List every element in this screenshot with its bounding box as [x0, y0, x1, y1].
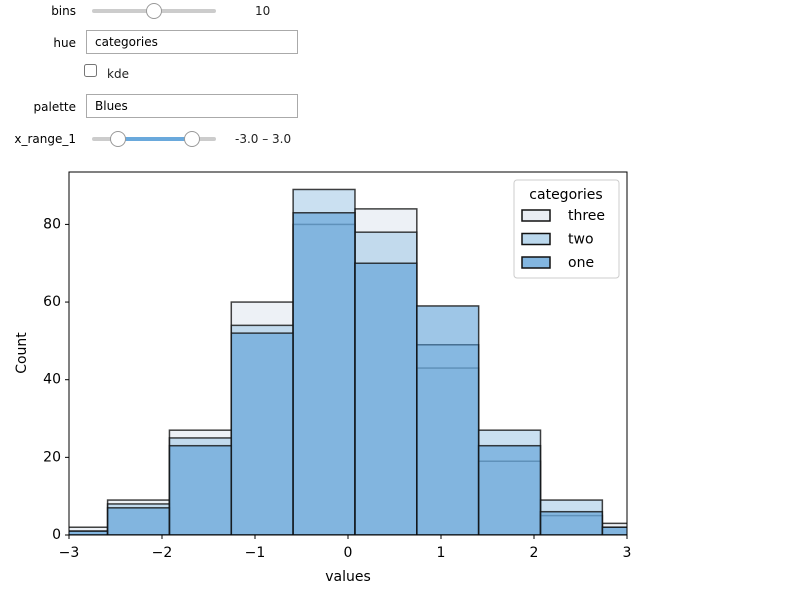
y-tick-label: 60 [43, 294, 61, 310]
x-tick-label: 1 [437, 545, 446, 561]
x-range-label: x_range_1 [14, 132, 76, 146]
bars [69, 188, 627, 535]
bar [416, 305, 480, 535]
legend-label: three [568, 208, 605, 224]
bins-label: bins [51, 4, 76, 18]
legend-swatch [521, 232, 551, 246]
x-tick-label: −1 [245, 545, 266, 561]
legend-swatch [521, 209, 551, 222]
palette-label: palette [33, 100, 76, 114]
x-range-value: -3.0 – 3.0 [235, 132, 292, 146]
y-tick-label: 20 [43, 449, 61, 465]
hue-input[interactable]: categories [86, 30, 298, 54]
x-range-handle-low[interactable] [110, 131, 126, 147]
x-tick-label: 2 [530, 545, 539, 561]
bar [292, 212, 356, 535]
legend-title: categories [529, 187, 602, 203]
x-tick-label: −3 [59, 545, 80, 561]
x-tick-label: 0 [344, 545, 353, 561]
legend-label: one [568, 255, 594, 271]
legend-label: two [568, 232, 594, 248]
y-tick-label: 0 [52, 527, 61, 543]
x-axis-label: values [325, 569, 371, 585]
bar [106, 507, 171, 535]
x-range-selection [118, 137, 192, 141]
bar [230, 332, 294, 535]
x-tick-label: 3 [623, 545, 632, 561]
bins-value: 10 [255, 4, 271, 18]
bins-handle[interactable] [146, 3, 162, 19]
kde-label: kde [107, 67, 129, 81]
y-tick-label: 40 [43, 372, 61, 388]
legend-swatch [521, 256, 551, 269]
bar [601, 526, 627, 535]
palette-input[interactable]: Blues [86, 94, 298, 118]
bar [539, 510, 604, 535]
y-axis-label: Count [14, 332, 30, 374]
bar [354, 262, 418, 535]
hue-label: hue [53, 36, 76, 50]
legend-box [513, 179, 620, 279]
x-range-handle-high[interactable] [184, 131, 200, 147]
chart: values Count −3 −2 −1 0 1 2 3 0 20 40 60 80 categori… [14, 171, 632, 585]
bar [477, 444, 542, 535]
bar [168, 444, 233, 535]
x-tick-label: −2 [152, 545, 173, 561]
kde-checkbox[interactable] [84, 64, 97, 77]
y-tick-label: 80 [43, 216, 61, 232]
